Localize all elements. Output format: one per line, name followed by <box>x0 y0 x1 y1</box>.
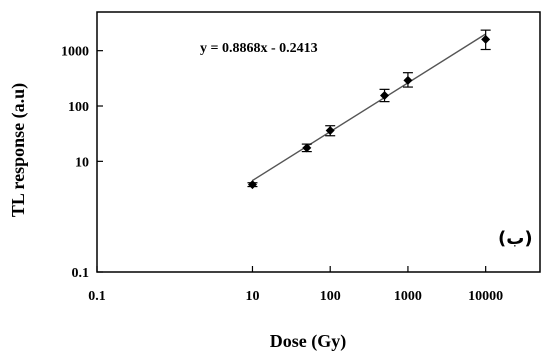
x-tick-label: 100 <box>320 289 341 304</box>
equation-label: y = 0.8868x - 0.2413 <box>200 41 318 56</box>
fit-line-group <box>252 33 487 182</box>
plot-frame <box>96 11 541 273</box>
data-point <box>481 34 491 44</box>
x-tick-label: 0.1 <box>88 289 106 304</box>
fit-line <box>252 33 487 182</box>
y-tick-label: 10 <box>75 155 89 170</box>
x-tick-label: 1000 <box>394 289 422 304</box>
data-point <box>403 75 413 85</box>
data-point <box>380 90 390 100</box>
y-tick-label: 100 <box>68 100 89 115</box>
y-axis-ticks: 0.1 10 100 1000 <box>61 45 103 281</box>
data-point <box>325 126 335 136</box>
x-tick-label: 10000 <box>468 289 503 304</box>
y-axis-title: TL response (a.u) <box>8 83 29 217</box>
data-point <box>247 180 257 190</box>
x-axis-title: Dose (Gy) <box>270 331 346 352</box>
panel-label: (ب) <box>498 228 533 249</box>
y-tick-label: 1000 <box>61 45 89 60</box>
data-point <box>302 143 312 153</box>
x-axis-ticks: 0.1 10 100 1000 10000 <box>88 266 503 304</box>
x-tick-label: 10 <box>245 289 259 304</box>
y-tick-label: 0.1 <box>72 266 90 281</box>
data-points <box>247 29 491 190</box>
